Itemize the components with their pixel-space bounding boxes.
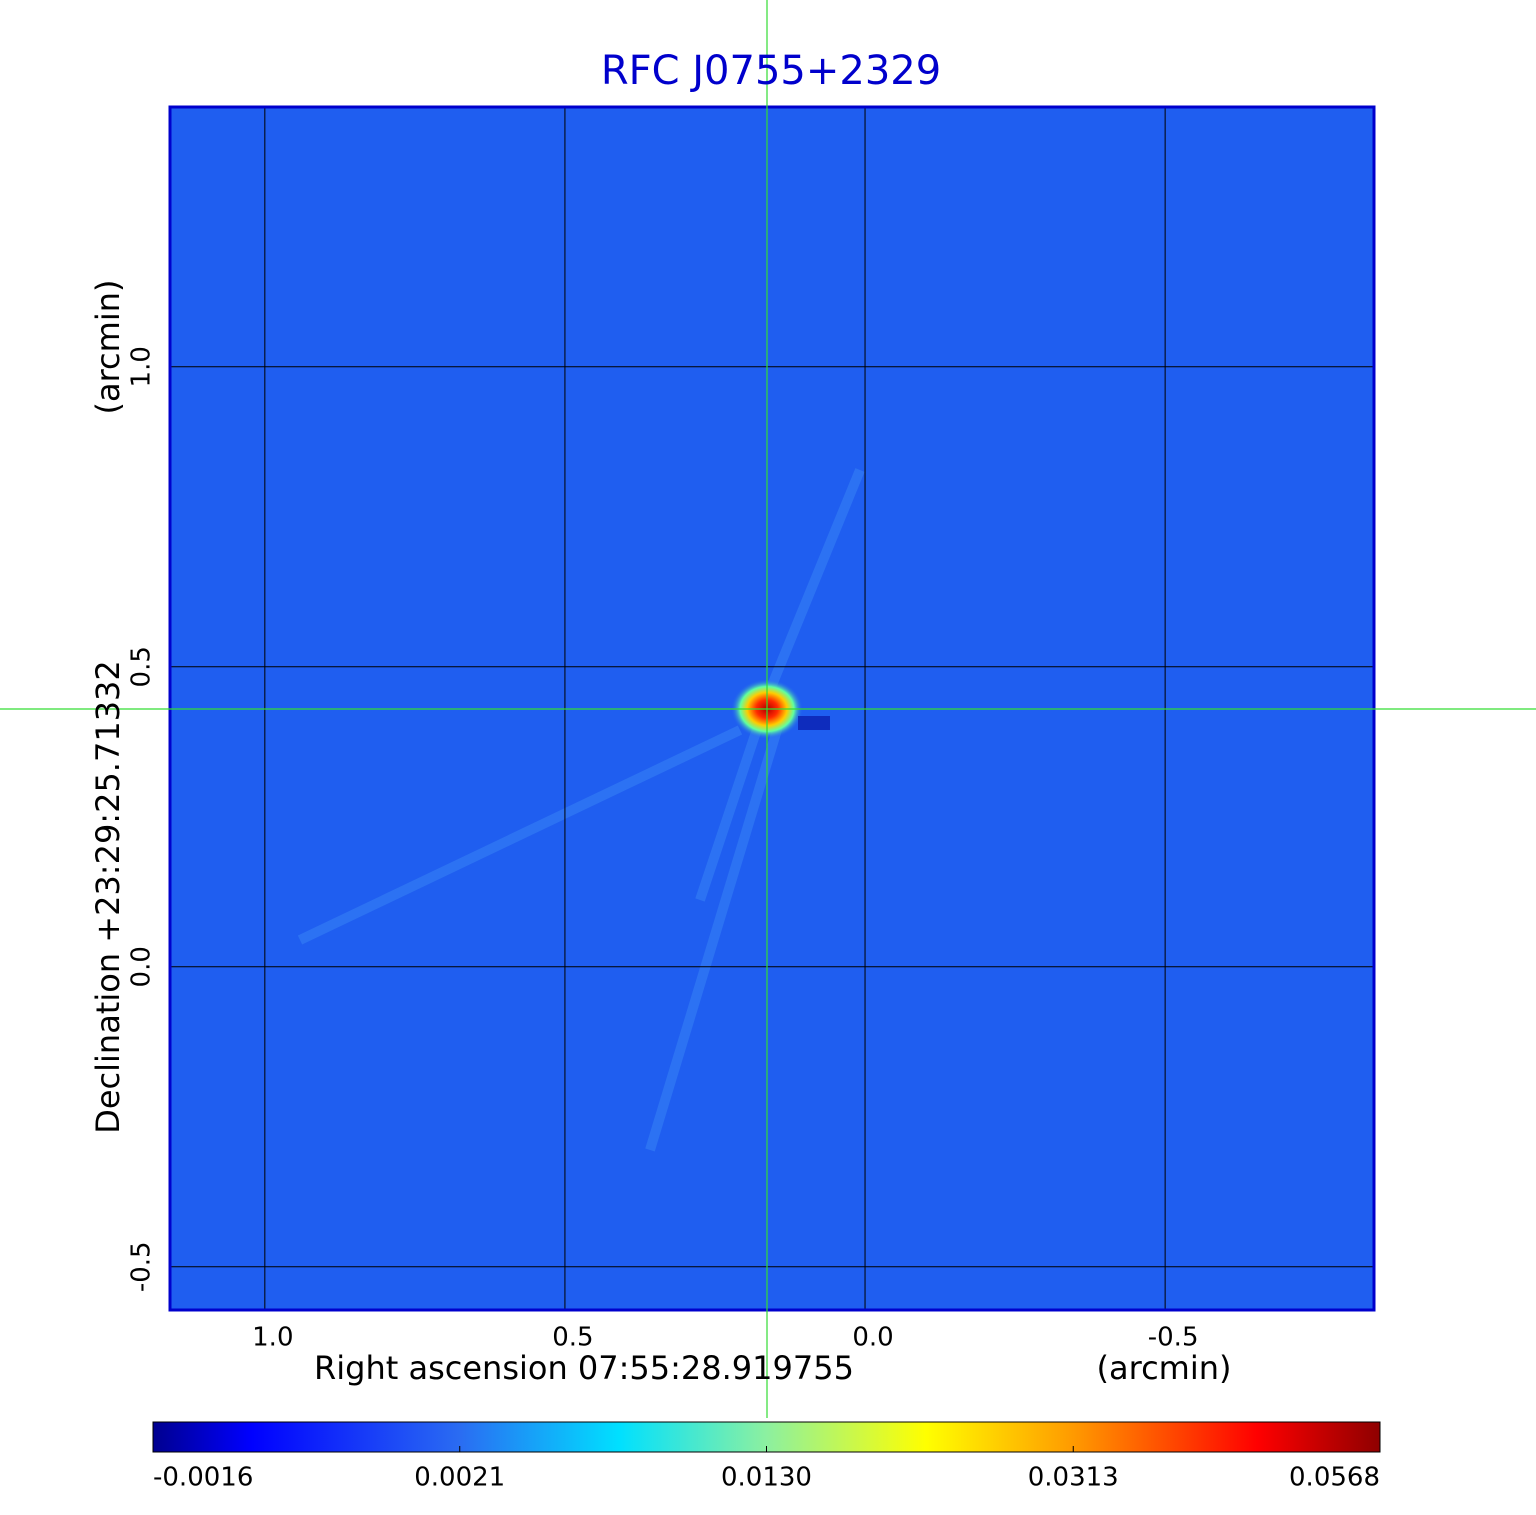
y-tick-label: 0.5 bbox=[127, 646, 157, 687]
colorbar-tick-label: -0.0016 bbox=[153, 1463, 253, 1493]
x-tick-label: 0.5 bbox=[552, 1323, 593, 1353]
chart-title: RFC J0755+2329 bbox=[601, 48, 941, 94]
x-tick-label: 1.0 bbox=[252, 1323, 293, 1353]
y-tick-label: 0.0 bbox=[127, 946, 157, 987]
negative-lobe bbox=[798, 716, 830, 730]
y-tick-label: -0.5 bbox=[127, 1241, 157, 1292]
x-tick-label: -0.5 bbox=[1148, 1323, 1199, 1353]
colorbar-tick-label: 0.0021 bbox=[414, 1463, 505, 1493]
colorbar-tick-label: 0.0313 bbox=[1028, 1463, 1119, 1493]
x-axis-label: Right ascension 07:55:28.919755 bbox=[314, 1349, 854, 1387]
colorbar-tick-label: 0.0568 bbox=[1289, 1463, 1380, 1493]
x-axis-unit: (arcmin) bbox=[1097, 1349, 1232, 1387]
colorbar-tick-label: 0.0130 bbox=[721, 1463, 812, 1493]
image-streaks bbox=[297, 468, 865, 1152]
y-axis-unit: (arcmin) bbox=[89, 280, 127, 415]
y-axis-label: Declination +23:29:25.71332 bbox=[89, 660, 127, 1134]
y-tick-label: 1.0 bbox=[127, 346, 157, 387]
x-tick-label: 0.0 bbox=[852, 1323, 893, 1353]
